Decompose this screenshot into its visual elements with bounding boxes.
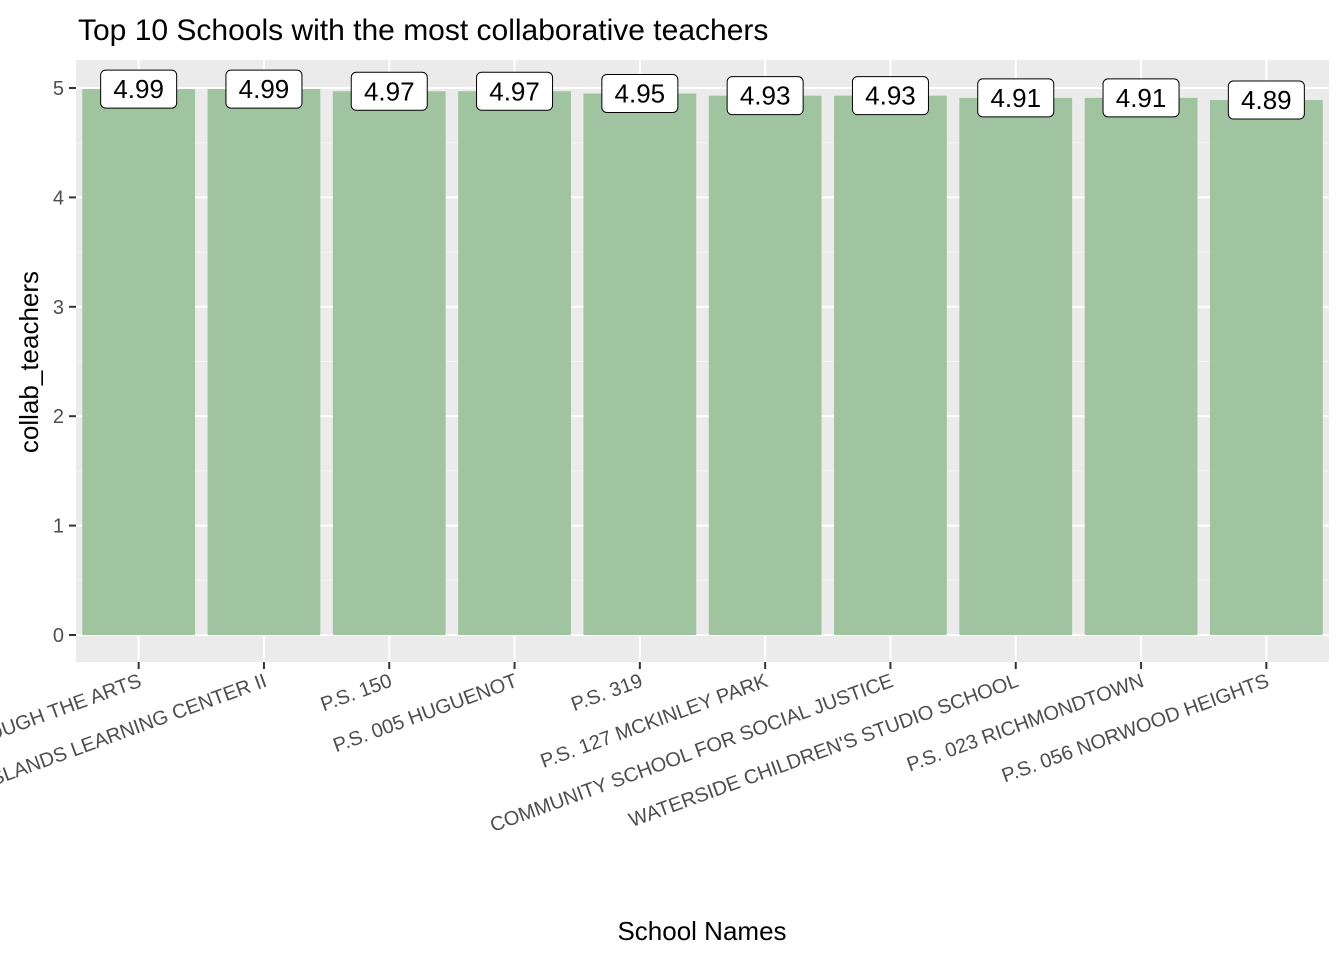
data-label-text: 4.97 [489, 76, 540, 106]
bar [709, 96, 822, 635]
x-axis: DISCOVERY THROUGH THE ARTSTHE ISLANDS LE… [0, 662, 1272, 837]
data-label: 4.97 [351, 72, 427, 110]
bar [834, 96, 947, 635]
data-label-text: 4.99 [239, 74, 290, 104]
data-label-text: 4.95 [615, 78, 666, 108]
data-label: 4.97 [477, 72, 553, 110]
bar [583, 93, 696, 635]
y-tick-label: 3 [53, 297, 64, 319]
data-label-text: 4.99 [113, 74, 164, 104]
data-label: 4.89 [1228, 81, 1304, 119]
x-tick-label: P.S. 150 [318, 670, 395, 716]
data-label-text: 4.93 [740, 81, 791, 111]
data-label-text: 4.91 [1116, 83, 1167, 113]
y-tick-label: 2 [53, 406, 64, 428]
x-tick-label: P.S. 319 [568, 670, 645, 716]
data-label: 4.91 [1103, 79, 1179, 117]
data-label-text: 4.93 [865, 81, 916, 111]
data-label: 4.91 [978, 79, 1054, 117]
bar [1085, 98, 1198, 635]
y-axis-title: collab_teachers [14, 271, 44, 453]
chart-title: Top 10 Schools with the most collaborati… [78, 14, 768, 47]
y-tick-label: 4 [53, 187, 64, 209]
bar [1210, 100, 1323, 635]
data-label-text: 4.97 [364, 76, 415, 106]
y-tick-label: 0 [53, 625, 64, 647]
x-axis-title: School Names [617, 916, 786, 946]
bar [458, 91, 571, 635]
y-axis: 0 1 2 3 4 5 [53, 78, 76, 647]
y-tick-label: 1 [53, 516, 64, 538]
bar [959, 98, 1072, 635]
data-label: 4.95 [602, 74, 678, 112]
y-tick-label: 5 [53, 78, 64, 100]
data-label: 4.99 [101, 70, 177, 108]
data-label-text: 4.89 [1241, 85, 1292, 115]
bar [208, 89, 321, 635]
data-label: 4.99 [226, 70, 302, 108]
data-label: 4.93 [727, 77, 803, 115]
bar [82, 89, 195, 635]
data-label-text: 4.91 [990, 83, 1041, 113]
data-label: 4.93 [852, 77, 928, 115]
bar [333, 91, 446, 635]
